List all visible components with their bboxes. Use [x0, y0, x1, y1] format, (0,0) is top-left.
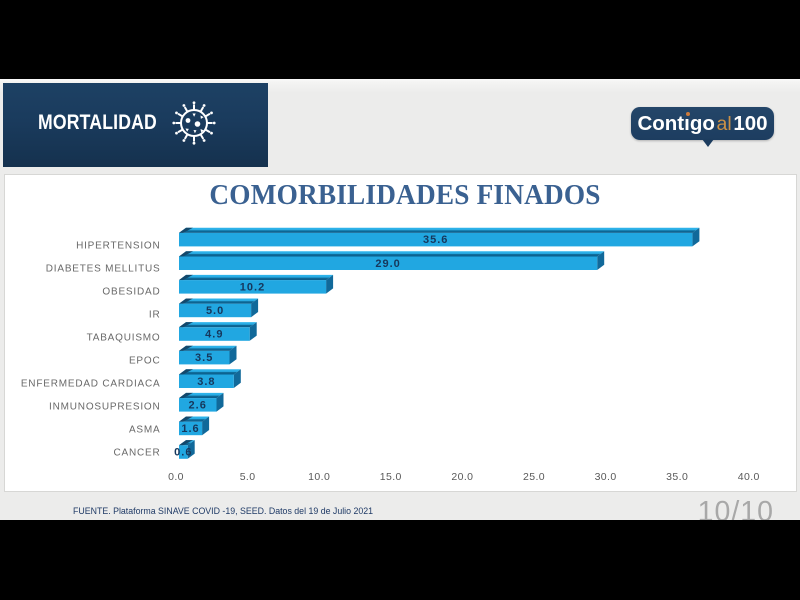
svg-text:5.0: 5.0: [240, 471, 256, 483]
svg-text:40.0: 40.0: [738, 471, 760, 483]
svg-text:DIABETES MELLITUS: DIABETES MELLITUS: [46, 263, 161, 274]
svg-text:ENFERMEDAD CARDIACA: ENFERMEDAD CARDIACA: [21, 378, 161, 389]
svg-text:1.6: 1.6: [181, 423, 199, 435]
svg-text:4.9: 4.9: [205, 328, 223, 340]
svg-text:3.5: 3.5: [195, 352, 213, 364]
svg-text:OBESIDAD: OBESIDAD: [102, 286, 160, 297]
svg-text:IR: IR: [149, 309, 161, 320]
svg-text:15.0: 15.0: [380, 471, 402, 483]
svg-text:CANCER: CANCER: [113, 447, 160, 458]
svg-text:0.0: 0.0: [168, 471, 184, 483]
svg-text:30.0: 30.0: [595, 471, 617, 483]
svg-text:5.0: 5.0: [206, 305, 224, 317]
svg-text:3.8: 3.8: [197, 375, 215, 387]
svg-text:10.0: 10.0: [308, 471, 330, 483]
svg-text:EPOC: EPOC: [129, 355, 161, 366]
svg-text:35.0: 35.0: [666, 471, 688, 483]
svg-text:10.2: 10.2: [240, 281, 265, 293]
svg-text:INMUNOSUPRESION: INMUNOSUPRESION: [49, 401, 160, 412]
svg-text:29.0: 29.0: [375, 257, 400, 269]
svg-text:35.6: 35.6: [423, 234, 448, 246]
svg-text:ASMA: ASMA: [129, 424, 161, 435]
svg-text:HIPERTENSION: HIPERTENSION: [76, 240, 160, 251]
svg-text:2.6: 2.6: [189, 399, 207, 411]
svg-text:25.0: 25.0: [523, 471, 545, 483]
svg-text:20.0: 20.0: [451, 471, 473, 483]
svg-text:0.6: 0.6: [174, 446, 192, 458]
svg-text:TABAQUISMO: TABAQUISMO: [87, 332, 161, 343]
